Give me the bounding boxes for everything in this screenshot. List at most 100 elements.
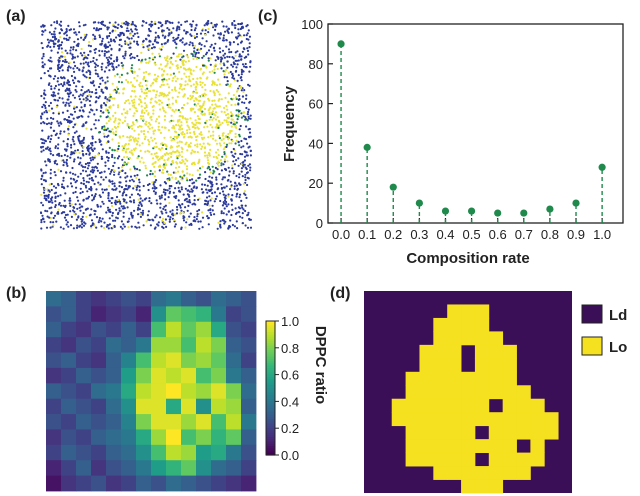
lipid-particle [74,77,77,80]
lipid-particle [140,125,143,128]
lipid-particle [84,184,87,187]
lipid-particle [248,42,251,45]
lipid-particle [100,176,103,179]
lipid-particle [213,92,216,95]
lipid-particle [82,110,85,113]
heatmap-cell [106,367,122,384]
lipid-particle [166,60,169,63]
lipid-particle [187,136,190,139]
lipid-particle [212,137,215,140]
lipid-particle [186,129,189,132]
lipid-particle [79,93,82,96]
lo-cell [447,331,462,346]
lipid-particle [218,47,221,50]
lipid-particle [54,205,57,209]
lipid-particle [153,73,157,76]
lipid-particle [168,190,172,193]
heatmap-cell [151,383,167,400]
lipid-particle [143,130,146,133]
lipid-particle [130,67,133,70]
lipid-particle [153,56,156,59]
lipid-particle [198,227,201,230]
lipid-particle [174,196,177,200]
lipid-particle [248,131,252,134]
lipid-particle [49,138,52,141]
heatmap-cell [106,429,122,446]
heatmap-cell [151,367,167,384]
heatmap-cell [61,414,77,430]
lipid-particle [188,179,192,182]
lo-cell [405,412,420,427]
heatmap-cell [166,414,182,430]
lipid-particle [230,113,233,116]
lo-cell [474,398,490,413]
lipid-particle [186,218,189,221]
lipid-particle [60,41,64,44]
lipid-particle [211,192,214,195]
lipid-particle [130,37,133,40]
heatmap-cell [151,306,167,323]
lipid-particle [159,206,162,209]
heatmap-cell [136,414,152,430]
lipid-particle [139,95,142,98]
lipid-particle [146,214,149,217]
lipid-particle [186,200,189,203]
lipid-particle [184,117,187,120]
lipid-particle [120,25,123,29]
lipid-particle [135,109,138,112]
lipid-particle [70,151,73,154]
lipid-particle [105,116,108,119]
lipid-particle [193,161,196,164]
x-tick-label: 1.0 [593,227,611,242]
lipid-particle [136,120,139,123]
lipid-particle [245,94,248,97]
lipid-particle [235,126,238,129]
lipid-particle [166,103,169,107]
lipid-particle [63,216,67,219]
lipid-particle [219,159,223,162]
lipid-particle [193,36,197,40]
lipid-particle [113,185,116,188]
lipid-particle [136,157,139,160]
lipid-particle [212,34,215,37]
lipid-particle [67,95,70,98]
lipid-particle [137,221,140,224]
heatmap-cell [121,444,137,461]
lipid-particle [189,33,192,36]
lo-cell [488,425,504,440]
lipid-particle [215,176,218,179]
heatmap-cell [76,337,92,353]
lipid-particle [80,164,83,167]
lipid-particle [133,56,136,60]
lipid-particle [65,158,68,162]
lipid-particle [79,187,82,190]
colorbar-segment [266,338,275,342]
heatmap-cell [151,398,167,415]
lipid-particle [104,81,107,84]
lipid-particle [74,173,77,176]
lipid-particle [151,181,154,184]
colorbar-segment [266,430,275,434]
heatmap-cell [211,475,227,492]
lipid-particle [203,45,206,48]
lipid-particle [63,83,66,86]
lo-cell [516,385,531,400]
lipid-particle [75,226,79,229]
lipid-particle [232,170,235,173]
colorbar-segment [266,410,275,414]
lipid-particle [66,52,69,55]
heatmap-cell [106,383,122,400]
heatmap-cell [91,414,107,430]
lipid-particle [156,41,160,44]
heatmap-cell [226,429,242,446]
lipid-particle [183,103,186,107]
lipid-particle [99,82,102,85]
lipid-particle [237,59,240,62]
lipid-particle [198,158,201,161]
lipid-particle [154,216,157,219]
lipid-particle [207,200,210,203]
lipid-particle [173,110,176,113]
lipid-particle [107,140,110,143]
lipid-particle [78,109,81,112]
lipid-particle [192,77,195,81]
